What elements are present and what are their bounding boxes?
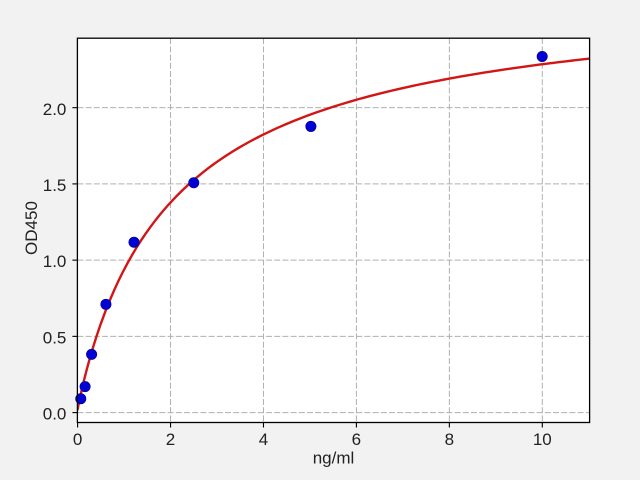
svg-text:1.0: 1.0: [43, 252, 67, 271]
svg-text:2: 2: [166, 430, 175, 449]
svg-text:2.0: 2.0: [43, 100, 67, 119]
svg-text:0.0: 0.0: [43, 405, 67, 424]
svg-text:6: 6: [352, 430, 361, 449]
svg-text:ng/ml: ng/ml: [313, 449, 355, 468]
svg-text:OD450: OD450: [22, 201, 41, 255]
svg-text:10: 10: [533, 430, 552, 449]
svg-text:1.5: 1.5: [43, 176, 67, 195]
svg-text:0: 0: [73, 430, 82, 449]
svg-text:0.5: 0.5: [43, 328, 67, 347]
svg-text:8: 8: [445, 430, 454, 449]
svg-text:4: 4: [259, 430, 268, 449]
